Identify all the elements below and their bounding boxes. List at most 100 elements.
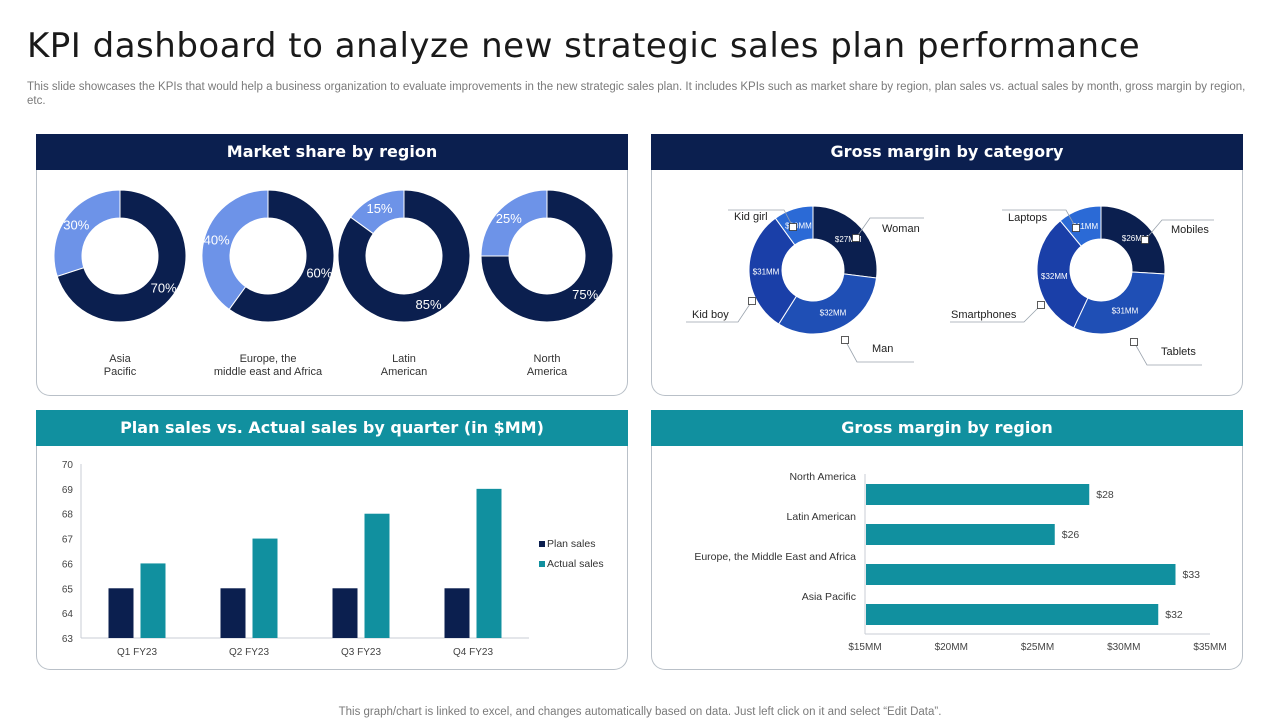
region-label-latin-american: Latin American [787,511,857,523]
bar-plan-sales-q1-fy23 [108,588,134,638]
category-marker-tablets [1130,338,1138,346]
category-leader-woman [855,217,924,239]
region-name-asia-pacific-0: Asia [109,353,131,365]
bar-plan-sales-q4-fy23 [444,588,470,638]
category-name-laptops: Laptops [1008,212,1048,224]
region-name-latin-american-0: Latin [392,353,416,365]
plan-vs-actual-panel: Plan sales vs. Actual sales by quarter (… [36,410,628,670]
market-share-panel: Market share by region 30% 70% Asia Pacific… [36,134,628,396]
region-xtick-15mm: $15MM [848,642,881,653]
market-share-header: Market share by region [36,134,628,170]
category-value-smartphones: $32MM [1041,272,1068,281]
region-value-europe-the-middle-east-and-africa: $33 [1183,569,1201,581]
page-title: KPI dashboard to analyze new strategic s… [27,26,1141,66]
category-leader-kid-boy [686,300,753,323]
donut-slice-north-america-1 [480,189,614,323]
region-value-asia-pacific: $32 [1165,609,1183,621]
donut-slice-europe-the-middle-east-and-africa-0 [201,189,269,311]
plan-xtick-q2-fy23: Q2 FY23 [229,647,269,658]
donut-slice-europe-the-middle-east-and-africa-1 [228,189,335,323]
category-marker-woman [852,234,860,242]
page-subtitle: This slide showcases the KPIs that would… [27,81,1246,107]
plan-vs-actual-chart: 63 64 65 66 67 68 69 70 Q1 FY23 Q2 FY23 Q3 FY23 Q4 … [62,460,604,658]
plan-vs-actual-body: 63 64 65 66 67 68 69 70 Q1 FY23 Q2 FY23 Q3 FY23 Q4 … [36,446,628,670]
category-leader-mobiles [1144,219,1214,241]
bar-plan-sales-q2-fy23 [220,588,246,638]
plan-ytick-63: 63 [62,634,74,645]
region-label-asia-pacific: Asia Pacific [802,591,856,603]
category-marker-kid-girl [789,223,797,231]
category-slice-man [778,273,878,335]
donut-label-north-america-0: 25% [496,211,522,226]
category-value-laptops: $11MM [1072,222,1098,231]
category-name-kid-girl: Kid girl [734,211,768,223]
category-name-kid-boy: Kid boy [692,309,729,321]
plan-vs-actual-header: Plan sales vs. Actual sales by quarter (… [36,410,628,446]
bar-actual-sales-q3-fy23 [364,513,390,638]
region-name-north-america-1: America [527,366,568,378]
category-marker-smartphones [1037,301,1045,309]
category-leader-tablets [1133,341,1202,366]
category-slice-smartphones [1036,219,1089,329]
donut-label-asia-pacific-0: 30% [63,217,89,232]
category-marker-man [841,336,849,344]
region-bar-latin-american [866,524,1055,545]
category-name-man: Man [872,343,893,355]
category-value-man: $32MM [820,309,847,318]
plan-ytick-65: 65 [62,584,74,595]
category-slice-mobiles [1100,205,1166,275]
donut-slice-asia-pacific-0 [53,189,121,278]
region-name-asia-pacific-1: Pacific [104,366,137,378]
region-value-latin-american: $26 [1062,529,1080,541]
donut-label-europe-the-middle-east-and-africa-1: 60% [306,266,332,281]
category-value-kid-girl: $10MM [785,221,812,230]
category-marker-kid-boy [748,297,756,305]
category-name-smartphones: Smartphones [951,309,1017,321]
category-name-tablets: Tablets [1161,346,1196,358]
plan-ytick-69: 69 [62,485,74,496]
region-xtick-35mm: $35MM [1193,642,1226,653]
gross-margin-region-panel: Gross margin by region $15MM $20MM $25MM $3… [651,410,1243,670]
region-xtick-30mm: $30MM [1107,642,1140,653]
gross-margin-category-body: $27MM Woman $32MM Man $31MM Kid boy $10MM Kid g… [651,170,1243,396]
region-bar-europe-the-middle-east-and-africa [866,564,1176,585]
category-leader-smartphones [950,304,1042,323]
region-bar-north-america [866,484,1090,505]
plan-ytick-70: 70 [62,460,74,471]
category-value-tablets: $31MM [1112,306,1139,315]
gross-margin-category-header: Gross margin by category [651,134,1243,170]
category-value-kid-boy: $31MM [753,267,780,276]
legend-label-actual-sales: Actual sales [547,558,604,570]
donut-label-north-america-1: 75% [572,287,598,302]
category-leader-laptops [1002,209,1077,229]
legend-swatch-actual-sales [539,561,545,567]
region-bar-asia-pacific [866,604,1159,625]
donut-label-asia-pacific-1: 70% [151,281,177,296]
plan-ytick-64: 64 [62,609,74,620]
region-label-north-america: North America [789,471,856,483]
category-slice-tablets [1073,271,1166,335]
region-name-latin-american-1: American [381,366,427,378]
category-marker-mobiles [1141,236,1149,244]
category-slice-laptops [1059,205,1102,247]
region-name-europe-the-middle-east-and-africa-0: Europe, the [240,353,297,365]
region-name-europe-the-middle-east-and-africa-1: middle east and Africa [214,366,323,378]
gross-margin-region-header: Gross margin by region [651,410,1243,446]
gross-margin-region-body: $15MM $20MM $25MM $30MM $35MM North America $2… [651,446,1243,670]
gross-margin-region-chart: $15MM $20MM $25MM $30MM $35MM North America $2… [694,471,1226,653]
bar-actual-sales-q2-fy23 [252,538,278,638]
category-leader-kid-girl [728,209,794,228]
region-xtick-25mm: $25MM [1021,642,1054,653]
gross-margin-category-chart: $27MM Woman $32MM Man $31MM Kid boy $10MM Kid g… [686,205,1214,366]
donut-label-europe-the-middle-east-and-africa-0: 40% [204,232,230,247]
category-leader-man [844,339,914,363]
category-value-mobiles: $26MM [1122,234,1149,243]
region-name-north-america-0: North [534,353,561,365]
legend-swatch-plan-sales [539,541,545,547]
category-value-woman: $27MM [835,235,862,244]
market-share-body: 30% 70% Asia Pacific 40% 60% Europe, the middle… [36,170,628,396]
plan-xtick-q4-fy23: Q4 FY23 [453,647,493,658]
region-label-europe-the-middle-east-and-africa: Europe, the Middle East and Africa [694,551,856,563]
category-marker-laptops [1072,224,1080,232]
